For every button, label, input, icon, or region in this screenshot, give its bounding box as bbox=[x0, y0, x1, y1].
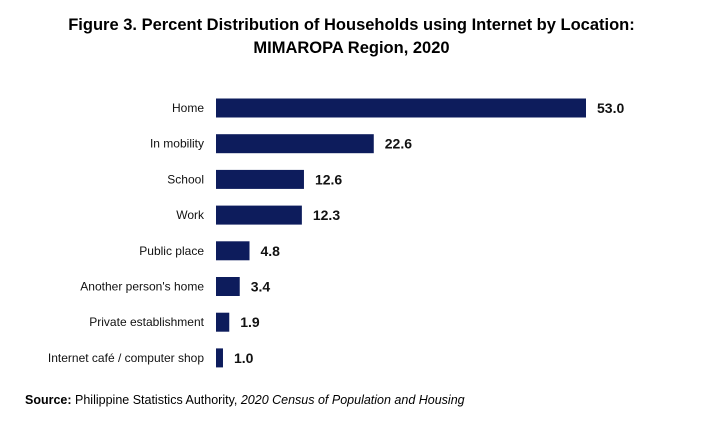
value-label: 1.9 bbox=[240, 314, 260, 330]
category-label: Work bbox=[176, 208, 205, 222]
chart-title-line-2: MIMAROPA Region, 2020 bbox=[253, 39, 450, 57]
source-note: Source: Philippine Statistics Authority,… bbox=[25, 393, 465, 407]
source-label: Source: bbox=[25, 393, 72, 407]
value-label: 12.6 bbox=[315, 171, 342, 187]
chart-title-line-1: Figure 3. Percent Distribution of Househ… bbox=[68, 16, 635, 34]
bar bbox=[216, 348, 223, 368]
chart-title: Figure 3. Percent Distribution of Househ… bbox=[0, 14, 703, 60]
bar bbox=[216, 241, 250, 261]
value-label: 3.4 bbox=[251, 279, 271, 295]
value-label: 53.0 bbox=[597, 100, 624, 116]
value-label: 4.8 bbox=[261, 243, 281, 259]
category-label: Home bbox=[172, 101, 204, 115]
bar bbox=[216, 98, 586, 118]
bar bbox=[216, 277, 240, 296]
source-text: Philippine Statistics Authority, bbox=[71, 393, 241, 407]
source-publication: 2020 Census of Population and Housing bbox=[240, 393, 465, 407]
category-label: Public place bbox=[139, 244, 204, 258]
category-label: Private establishment bbox=[89, 315, 204, 329]
category-label: School bbox=[167, 172, 204, 186]
bar bbox=[216, 312, 230, 332]
bar bbox=[216, 169, 304, 189]
category-label: In mobility bbox=[150, 137, 204, 151]
bar bbox=[216, 134, 374, 154]
bars-group: Home 53.0 In mobility 22.6 School 12.6 Work 12.… bbox=[48, 98, 624, 368]
value-label: 22.6 bbox=[385, 136, 412, 152]
category-label: Internet café / computer shop bbox=[48, 351, 204, 365]
value-label: 12.3 bbox=[313, 207, 340, 223]
category-label: Another person's home bbox=[80, 280, 204, 294]
bar bbox=[216, 205, 302, 225]
value-label: 1.0 bbox=[234, 350, 254, 366]
